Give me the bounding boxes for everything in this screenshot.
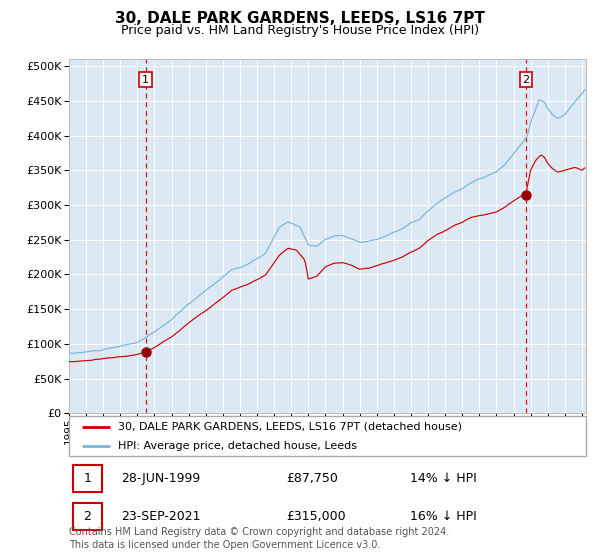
Text: HPI: Average price, detached house, Leeds: HPI: Average price, detached house, Leed… (118, 441, 357, 450)
Text: Price paid vs. HM Land Registry's House Price Index (HPI): Price paid vs. HM Land Registry's House … (121, 24, 479, 36)
Text: 30, DALE PARK GARDENS, LEEDS, LS16 7PT: 30, DALE PARK GARDENS, LEEDS, LS16 7PT (115, 11, 485, 26)
Text: 2: 2 (83, 510, 91, 523)
Text: 23-SEP-2021: 23-SEP-2021 (121, 510, 200, 523)
Text: Contains HM Land Registry data © Crown copyright and database right 2024.
This d: Contains HM Land Registry data © Crown c… (69, 527, 449, 550)
Text: 14% ↓ HPI: 14% ↓ HPI (410, 472, 477, 485)
Text: 1: 1 (83, 472, 91, 485)
Bar (73, 465, 101, 492)
Text: 28-JUN-1999: 28-JUN-1999 (121, 472, 200, 485)
Text: 1: 1 (142, 74, 149, 85)
Text: £315,000: £315,000 (286, 510, 346, 523)
Bar (73, 503, 101, 530)
Text: 2: 2 (523, 74, 530, 85)
Text: £87,750: £87,750 (286, 472, 338, 485)
Text: 30, DALE PARK GARDENS, LEEDS, LS16 7PT (detached house): 30, DALE PARK GARDENS, LEEDS, LS16 7PT (… (118, 422, 462, 432)
Text: 16% ↓ HPI: 16% ↓ HPI (410, 510, 477, 523)
